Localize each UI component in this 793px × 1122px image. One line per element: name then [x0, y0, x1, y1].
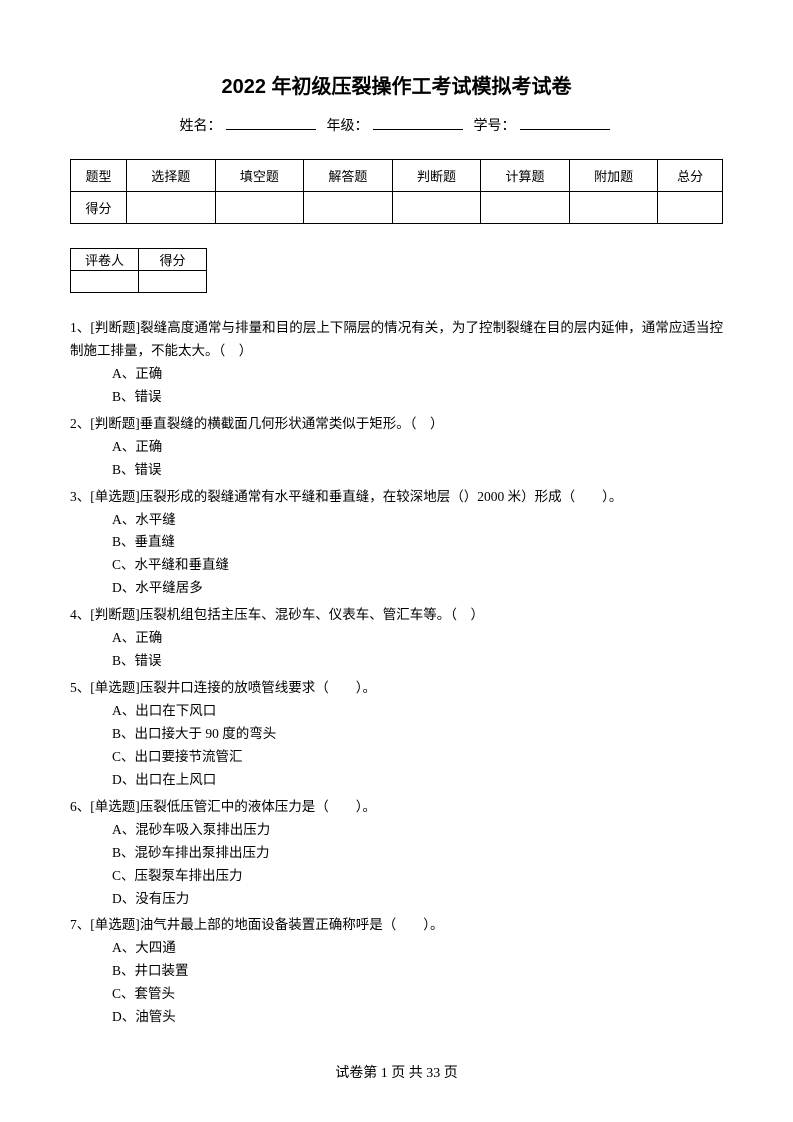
grader-table: 评卷人 得分 — [70, 248, 207, 293]
id-label: 学号： — [474, 119, 516, 134]
question-text: 2、[判断题]垂直裂缝的横截面几何形状通常类似于矩形。（ ） — [70, 413, 723, 436]
header-cell: 填空题 — [215, 160, 304, 192]
footer-total: 33 — [426, 1066, 440, 1081]
grader-label: 评卷人 — [71, 249, 139, 271]
option: B、错误 — [112, 650, 723, 673]
name-blank[interactable] — [226, 129, 316, 130]
option: B、井口装置 — [112, 960, 723, 983]
options: A、大四通B、井口装置C、套管头D、油管头 — [70, 937, 723, 1029]
header-cell: 判断题 — [392, 160, 481, 192]
option: C、套管头 — [112, 983, 723, 1006]
question: 2、[判断题]垂直裂缝的横截面几何形状通常类似于矩形。（ ）A、正确B、错误 — [70, 413, 723, 482]
id-blank[interactable] — [520, 129, 610, 130]
table-row: 得分 — [71, 192, 723, 224]
option: B、错误 — [112, 459, 723, 482]
options: A、混砂车吸入泵排出压力B、混砂车排出泵排出压力C、压裂泵车排出压力D、没有压力 — [70, 819, 723, 911]
option: A、水平缝 — [112, 509, 723, 532]
question-text: 5、[单选题]压裂井口连接的放喷管线要求（ ）。 — [70, 677, 723, 700]
options: A、正确B、错误 — [70, 436, 723, 482]
header-cell: 计算题 — [481, 160, 570, 192]
option: B、出口接大于 90 度的弯头 — [112, 723, 723, 746]
footer-mid: 页 共 — [388, 1066, 427, 1081]
table-row: 题型 选择题 填空题 解答题 判断题 计算题 附加题 总分 — [71, 160, 723, 192]
score-cell[interactable] — [658, 192, 723, 224]
header-cell: 总分 — [658, 160, 723, 192]
option: A、出口在下风口 — [112, 700, 723, 723]
question: 4、[判断题]压裂机组包括主压车、混砂车、仪表车、管汇车等。（ ）A、正确B、错… — [70, 604, 723, 673]
score-cell[interactable] — [481, 192, 570, 224]
score-cell[interactable] — [127, 192, 216, 224]
student-info-line: 姓名： 年级： 学号： — [70, 115, 723, 135]
question-text: 7、[单选题]油气井最上部的地面设备装置正确称呼是（ ）。 — [70, 914, 723, 937]
option: A、正确 — [112, 436, 723, 459]
header-cell: 附加题 — [569, 160, 658, 192]
type-label: 题型 — [71, 160, 127, 192]
question: 7、[单选题]油气井最上部的地面设备装置正确称呼是（ ）。A、大四通B、井口装置… — [70, 914, 723, 1029]
option: D、水平缝居多 — [112, 577, 723, 600]
option: B、混砂车排出泵排出压力 — [112, 842, 723, 865]
option: C、出口要接节流管汇 — [112, 746, 723, 769]
option: D、出口在上风口 — [112, 769, 723, 792]
option: B、垂直缝 — [112, 531, 723, 554]
question: 6、[单选题]压裂低压管汇中的液体压力是（ ）。A、混砂车吸入泵排出压力B、混砂… — [70, 796, 723, 911]
score-cell[interactable] — [139, 271, 207, 293]
option: C、压裂泵车排出压力 — [112, 865, 723, 888]
option: B、错误 — [112, 386, 723, 409]
score-label: 得分 — [139, 249, 207, 271]
question-text: 4、[判断题]压裂机组包括主压车、混砂车、仪表车、管汇车等。（ ） — [70, 604, 723, 627]
table-row — [71, 271, 207, 293]
option: A、混砂车吸入泵排出压力 — [112, 819, 723, 842]
footer-suffix: 页 — [440, 1066, 458, 1081]
score-cell[interactable] — [569, 192, 658, 224]
options: A、出口在下风口B、出口接大于 90 度的弯头C、出口要接节流管汇D、出口在上风… — [70, 700, 723, 792]
name-label: 姓名： — [180, 119, 222, 134]
option: A、正确 — [112, 627, 723, 650]
option: A、正确 — [112, 363, 723, 386]
score-cell[interactable] — [304, 192, 393, 224]
question: 5、[单选题]压裂井口连接的放喷管线要求（ ）。A、出口在下风口B、出口接大于 … — [70, 677, 723, 792]
page-footer: 试卷第 1 页 共 33 页 — [0, 1062, 793, 1082]
options: A、正确B、错误 — [70, 627, 723, 673]
score-cell[interactable] — [392, 192, 481, 224]
footer-prefix: 试卷第 — [335, 1066, 381, 1081]
question: 3、[单选题]压裂形成的裂缝通常有水平缝和垂直缝，在较深地层（）2000 米）形… — [70, 486, 723, 601]
score-table: 题型 选择题 填空题 解答题 判断题 计算题 附加题 总分 得分 — [70, 159, 723, 224]
question: 1、[判断题]裂缝高度通常与排量和目的层上下隔层的情况有关，为了控制裂缝在目的层… — [70, 317, 723, 409]
exam-title: 2022 年初级压裂操作工考试模拟考试卷 — [70, 70, 723, 99]
grade-blank[interactable] — [373, 129, 463, 130]
questions-container: 1、[判断题]裂缝高度通常与排量和目的层上下隔层的情况有关，为了控制裂缝在目的层… — [70, 317, 723, 1029]
option: D、没有压力 — [112, 888, 723, 911]
score-cell[interactable] — [215, 192, 304, 224]
question-text: 3、[单选题]压裂形成的裂缝通常有水平缝和垂直缝，在较深地层（）2000 米）形… — [70, 486, 723, 509]
grader-cell[interactable] — [71, 271, 139, 293]
option: D、油管头 — [112, 1006, 723, 1029]
grade-label: 年级： — [327, 119, 369, 134]
table-row: 评卷人 得分 — [71, 249, 207, 271]
footer-page: 1 — [381, 1066, 388, 1081]
question-text: 6、[单选题]压裂低压管汇中的液体压力是（ ）。 — [70, 796, 723, 819]
score-label: 得分 — [71, 192, 127, 224]
question-text: 1、[判断题]裂缝高度通常与排量和目的层上下隔层的情况有关，为了控制裂缝在目的层… — [70, 317, 723, 363]
header-cell: 选择题 — [127, 160, 216, 192]
options: A、正确B、错误 — [70, 363, 723, 409]
option: A、大四通 — [112, 937, 723, 960]
header-cell: 解答题 — [304, 160, 393, 192]
option: C、水平缝和垂直缝 — [112, 554, 723, 577]
options: A、水平缝B、垂直缝C、水平缝和垂直缝D、水平缝居多 — [70, 509, 723, 601]
